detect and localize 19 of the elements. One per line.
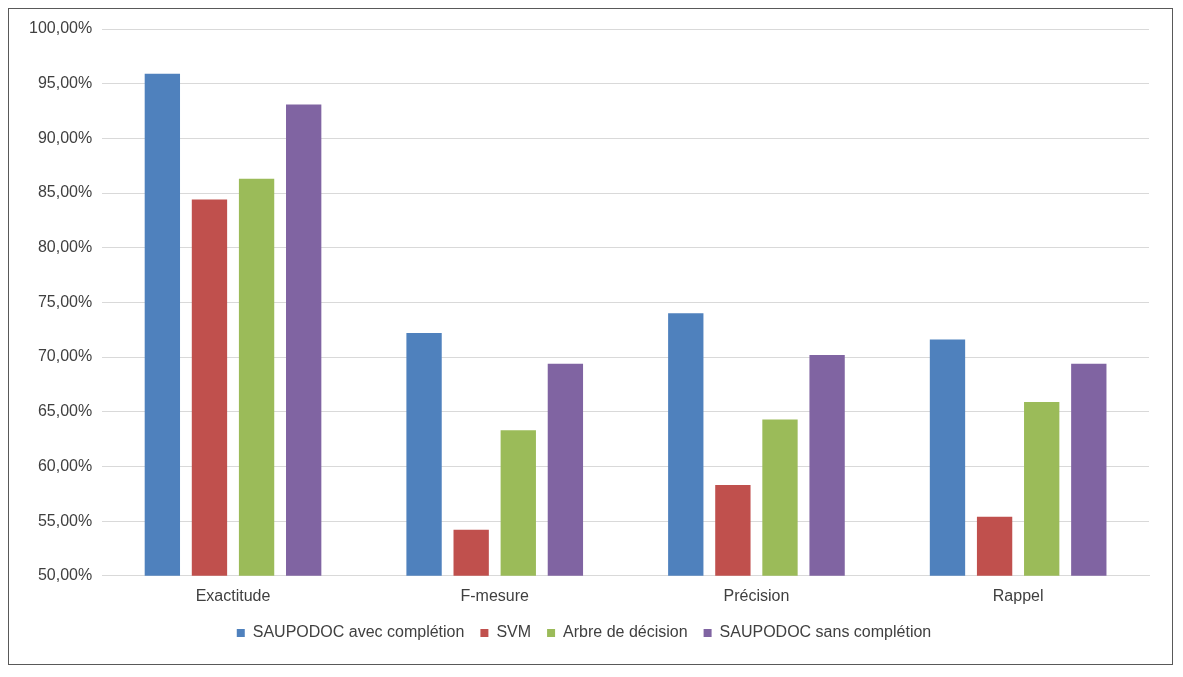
y-tick-label: 85,00% bbox=[37, 183, 93, 201]
legend-label: Arbre de décision bbox=[563, 623, 688, 641]
x-tick-label: F-mesure bbox=[460, 586, 530, 604]
x-tick-label: Rappel bbox=[992, 586, 1044, 604]
x-tick-label: Précision bbox=[723, 586, 790, 604]
y-tick-label: 100,00% bbox=[28, 19, 93, 37]
y-tick-label: 75,00% bbox=[37, 292, 93, 310]
legend-label: SVM bbox=[496, 623, 532, 641]
y-tick-label: 65,00% bbox=[37, 402, 93, 420]
legend-label: SAUPODOC avec complétion bbox=[252, 623, 465, 641]
x-tick-label: Exactitude bbox=[195, 586, 271, 604]
y-tick-label: 80,00% bbox=[37, 238, 93, 256]
y-tick-label: 95,00% bbox=[37, 74, 93, 92]
y-tick-label: 50,00% bbox=[37, 566, 93, 584]
y-tick-label: 55,00% bbox=[37, 511, 93, 529]
y-tick-label: 60,00% bbox=[37, 456, 93, 474]
y-tick-label: 70,00% bbox=[37, 347, 93, 365]
y-tick-label: 90,00% bbox=[37, 128, 93, 146]
legend-label: SAUPODOC sans complétion bbox=[719, 623, 932, 641]
